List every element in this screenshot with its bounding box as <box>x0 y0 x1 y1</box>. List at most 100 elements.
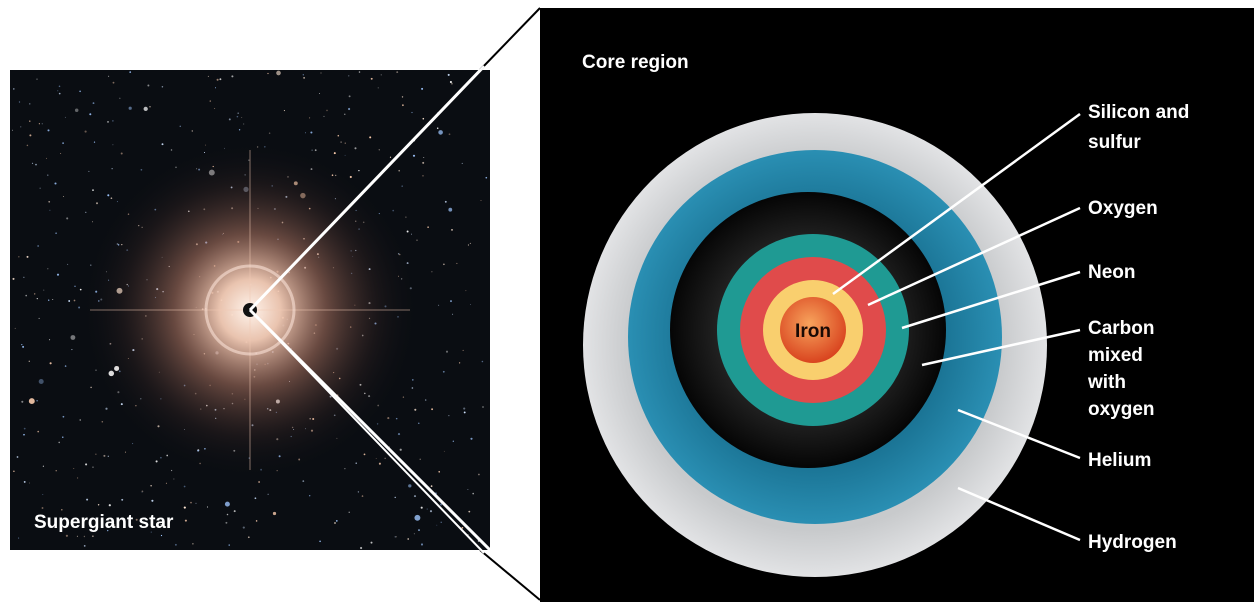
background-star <box>151 499 154 502</box>
background-star <box>12 129 13 131</box>
background-star <box>302 480 305 482</box>
background-star <box>358 71 361 73</box>
supergiant-caption: Supergiant star <box>34 512 174 533</box>
background-star <box>467 488 469 490</box>
background-star <box>436 524 438 526</box>
background-star <box>344 468 346 470</box>
background-star <box>141 492 143 493</box>
background-star <box>28 398 35 405</box>
background-star <box>401 96 404 98</box>
background-star <box>348 107 351 111</box>
background-star <box>420 506 423 509</box>
background-star <box>276 70 281 76</box>
label-oxygen: Oxygen <box>1088 198 1158 219</box>
background-star <box>97 504 100 506</box>
background-star <box>64 116 66 118</box>
background-star <box>423 156 425 159</box>
background-star <box>302 74 304 76</box>
background-star <box>333 152 336 155</box>
background-star <box>29 134 32 137</box>
background-star <box>283 110 285 112</box>
background-star <box>407 538 410 540</box>
background-star <box>468 510 471 513</box>
background-star <box>57 90 59 92</box>
background-star <box>458 362 461 364</box>
background-star <box>396 71 399 74</box>
background-star <box>62 415 65 418</box>
leader-carbon <box>921 328 1081 367</box>
background-star <box>224 501 230 507</box>
background-star <box>358 169 360 172</box>
background-star <box>267 493 269 495</box>
background-star <box>420 543 424 546</box>
background-star <box>60 152 62 155</box>
background-star <box>85 463 88 466</box>
background-star <box>108 504 111 507</box>
background-star <box>192 543 194 545</box>
background-star <box>431 408 434 411</box>
background-star <box>84 130 87 133</box>
background-star <box>402 104 404 107</box>
background-star <box>38 123 40 125</box>
background-star <box>469 242 471 244</box>
label-hydrogen: Hydrogen <box>1088 532 1177 553</box>
background-star <box>111 168 113 170</box>
background-star <box>173 478 175 480</box>
background-star <box>309 117 311 119</box>
background-star <box>135 518 138 521</box>
background-star <box>83 545 86 547</box>
background-star <box>456 262 458 264</box>
label-helium: Helium <box>1088 450 1151 471</box>
core-region-title: Core region <box>582 52 689 73</box>
background-star <box>375 457 377 459</box>
background-star <box>355 462 357 464</box>
leader-hydrogen <box>957 486 1081 542</box>
background-star <box>64 365 67 367</box>
background-star <box>309 495 311 497</box>
background-star <box>49 362 52 365</box>
background-star <box>42 493 44 495</box>
background-star <box>472 492 474 495</box>
background-star <box>344 154 346 156</box>
background-star <box>73 467 75 469</box>
background-star <box>77 477 79 479</box>
background-star <box>411 379 414 381</box>
background-star <box>120 152 123 155</box>
background-star <box>113 524 116 526</box>
label-silicon-sulfur: Silicon and sulfur <box>1088 102 1195 153</box>
background-star <box>387 417 390 420</box>
background-star <box>344 142 346 144</box>
background-star <box>20 126 22 128</box>
background-star <box>68 300 71 302</box>
background-star <box>12 88 15 90</box>
leader-silicon <box>832 112 1081 296</box>
background-star <box>399 448 402 451</box>
iron-core <box>780 297 846 363</box>
background-star <box>92 189 94 191</box>
background-star <box>124 451 126 453</box>
background-star <box>143 106 148 112</box>
background-star <box>103 454 106 457</box>
background-star <box>438 130 443 135</box>
background-star <box>92 466 94 468</box>
background-star <box>226 513 229 516</box>
background-star <box>354 147 357 150</box>
background-star <box>461 162 463 164</box>
background-star <box>38 378 44 385</box>
background-star <box>43 289 45 291</box>
background-star <box>438 304 440 306</box>
background-star <box>378 149 380 151</box>
background-star <box>48 200 51 203</box>
label-silicon-line-1: Silicon and <box>1088 102 1189 123</box>
background-star <box>334 522 336 524</box>
background-star <box>377 87 379 89</box>
background-star <box>369 136 372 139</box>
background-star <box>395 417 398 420</box>
background-star <box>33 293 36 295</box>
background-star <box>191 130 194 132</box>
background-star <box>411 111 413 114</box>
background-star <box>305 132 306 134</box>
background-star <box>412 154 416 157</box>
background-star <box>323 115 325 117</box>
background-star <box>149 106 151 108</box>
